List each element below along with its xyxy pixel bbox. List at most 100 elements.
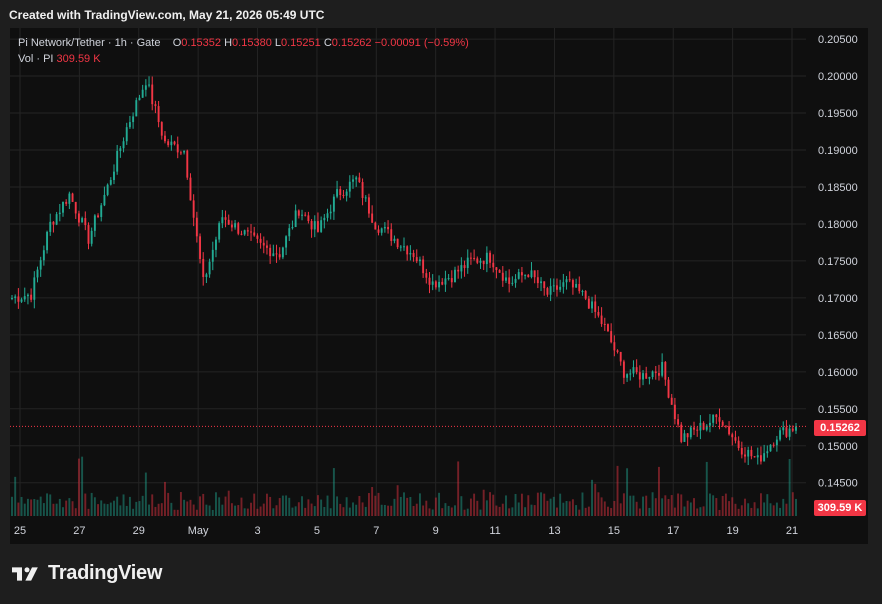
volume-bar [613, 501, 616, 516]
volume-bar [266, 493, 268, 516]
candle-body [613, 342, 616, 351]
candle-body [651, 371, 654, 378]
tradingview-logo-text: TradingView [48, 562, 163, 584]
volume-bar [237, 505, 240, 516]
candle-body [58, 212, 61, 215]
candle-body [629, 373, 632, 375]
volume-bar [125, 505, 128, 516]
volume-bar [396, 485, 399, 516]
volume-bar [673, 507, 676, 516]
volume-bar [708, 493, 711, 516]
volume-bar [578, 509, 581, 516]
candle-body [364, 197, 367, 199]
candle-body [208, 261, 211, 275]
volume-bar [603, 501, 606, 516]
candle-body [658, 373, 660, 376]
x-tick-label: 5 [314, 525, 320, 537]
candle-body [183, 150, 186, 153]
candle-body [39, 260, 42, 270]
candle-body [97, 215, 100, 217]
y-tick-label: 0.14500 [818, 478, 858, 490]
x-tick-label: 29 [133, 525, 145, 537]
volume-bar [505, 495, 507, 516]
volume-bar [307, 499, 310, 516]
volume-bar [109, 502, 112, 516]
candle-body [84, 218, 87, 226]
volume-bar [594, 483, 597, 516]
volume-bar [55, 503, 58, 516]
volume-bar [106, 504, 109, 516]
volume-bar [288, 497, 291, 516]
volume-bar [463, 509, 466, 516]
candle-body [422, 259, 425, 274]
legend-change: −0.00091 (−0.59%) [374, 37, 469, 49]
volume-bar [195, 509, 198, 516]
volume-bar [144, 472, 147, 516]
candle-body [307, 215, 310, 222]
volume-bar [763, 502, 766, 516]
candle-body [348, 181, 351, 192]
candle-body [517, 272, 520, 279]
candle-body [234, 223, 237, 228]
grid-lines [10, 28, 806, 516]
volume-bar [26, 498, 29, 516]
volume-bar [348, 507, 351, 516]
y-tick-label: 0.15500 [818, 404, 858, 416]
candle-body [664, 362, 667, 380]
candle-body [626, 374, 629, 378]
volume-bar [756, 508, 759, 516]
candle-body [705, 425, 708, 430]
candle-body [530, 270, 533, 278]
candle-body [42, 250, 45, 261]
volume-bar [441, 508, 444, 516]
candle-body [77, 213, 80, 223]
candle-body [571, 280, 574, 288]
candle-body [90, 230, 93, 244]
candle-body [654, 371, 657, 374]
candle-body [508, 277, 511, 284]
volume-bar [100, 500, 103, 516]
volume-bar [485, 500, 488, 516]
candle-body [607, 324, 609, 332]
candle-body [642, 373, 644, 380]
candle-body [575, 283, 578, 288]
tradingview-logo[interactable]: TradingView [12, 562, 162, 585]
volume-bar [14, 476, 17, 516]
price-chart[interactable]: 0.14500 0.15000 0.15500 0.16000 0.16500 0.170… [10, 28, 868, 544]
y-tick-label: 0.19500 [818, 108, 858, 120]
legend-high-label: H [224, 37, 233, 49]
volume-bar [454, 505, 456, 516]
candle-body [367, 197, 370, 214]
candle-body [116, 150, 119, 172]
volume-bar [234, 505, 237, 516]
candle-body [297, 210, 300, 216]
legend-symbol[interactable]: Pi Network/Tether · 1h · Gate [18, 37, 161, 49]
volume-bar [253, 493, 256, 516]
volume-bar [575, 505, 578, 516]
chart-panel[interactable]: 0.14500 0.15000 0.15500 0.16000 0.16500 0.170… [10, 28, 868, 544]
volume-bar [304, 507, 307, 516]
candle-body [581, 291, 584, 293]
candle-body [779, 430, 782, 440]
candle-body [638, 372, 641, 380]
volume-bar [450, 507, 453, 516]
legend-volume-label[interactable]: Vol · PI [18, 53, 54, 65]
x-tick-label: 7 [373, 525, 379, 537]
volume-bar [619, 503, 622, 516]
candle-body [262, 242, 265, 246]
volume-bar [460, 496, 463, 516]
volume-bar [383, 504, 386, 516]
x-tick-label: 9 [433, 525, 439, 537]
candle-body [62, 201, 64, 213]
candle-body [750, 449, 753, 457]
chart-legend: Pi Network/Tether · 1h · Gate O0.15352 H… [18, 35, 469, 67]
candle-body [492, 262, 495, 268]
volume-bar [517, 502, 520, 516]
volume-bar [68, 498, 71, 516]
candle-body [205, 274, 208, 278]
candle-body [645, 373, 648, 379]
volume-bar [205, 504, 208, 516]
volume-bar [610, 508, 613, 516]
candle-body [345, 191, 348, 196]
volume-bar [358, 495, 361, 516]
